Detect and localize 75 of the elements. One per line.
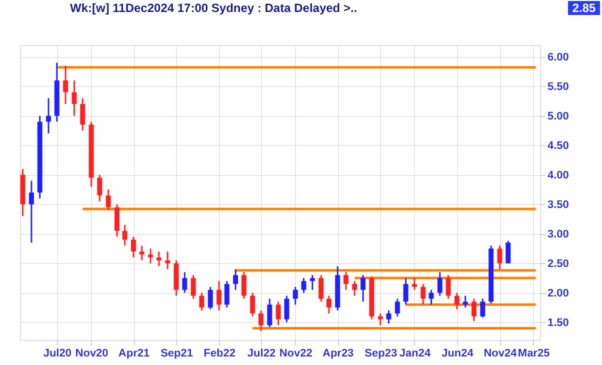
candlestick [403, 277, 408, 306]
candlestick [378, 312, 383, 326]
candlestick [462, 295, 468, 308]
text: 2.85 [572, 1, 596, 15]
candlestick [190, 274, 196, 300]
candlestick [114, 204, 120, 238]
y-tick-label: 3.50 [548, 198, 569, 211]
candlestick [318, 274, 324, 302]
candlestick [420, 283, 426, 306]
candlestick [284, 295, 290, 324]
y-tick-label: 2.00 [548, 287, 569, 300]
candlestick [224, 280, 230, 308]
candlestick [199, 292, 204, 312]
candlestick [28, 180, 34, 244]
candlestick [258, 310, 264, 332]
candlestick [156, 250, 162, 267]
chart-title: Wk:[w] 11Dec2024 17:00 Sydney : Data Delayed >.. [70, 1, 358, 15]
candlestick [233, 268, 238, 291]
y-tick-label: 5.00 [548, 110, 569, 122]
candlestick [301, 277, 306, 294]
x-tick-label: Nov24 [484, 348, 518, 360]
y-tick-label: 1.50 [548, 316, 569, 329]
candlestick [343, 271, 348, 291]
candlestick [216, 280, 222, 312]
candlestick [310, 274, 315, 291]
y-tick-label: 2.50 [548, 258, 569, 270]
x-tick-label: Sep21 [160, 348, 193, 360]
candlestick [208, 286, 213, 310]
x-tick-label: Nov22 [279, 348, 312, 360]
candlestick [122, 224, 128, 246]
candlestick [267, 298, 272, 328]
candlestick [352, 280, 358, 296]
x-tick-label: Jul22 [247, 348, 276, 360]
candlestick [131, 236, 136, 258]
candlestick [72, 80, 77, 117]
candlestick [506, 240, 511, 264]
y-tick-label: 5.50 [548, 80, 569, 93]
candlestick [97, 174, 102, 202]
candlestick [326, 295, 332, 314]
y-tick-label: 3.00 [548, 228, 569, 240]
candlestick [148, 248, 154, 264]
candlestick [80, 97, 86, 132]
x-tick-label: Apr23 [322, 348, 354, 360]
y-tick-label: 6.00 [548, 51, 569, 64]
candlestick [139, 244, 144, 262]
candlestick [437, 271, 442, 296]
x-tick-label: Feb22 [204, 348, 236, 360]
candlestick [360, 274, 366, 302]
candlestick [165, 250, 170, 270]
y-tick-label: 4.00 [548, 169, 569, 182]
x-tick-label: Apr21 [118, 348, 150, 360]
candlestick [182, 271, 188, 294]
candlestick [428, 289, 434, 306]
candlestick [394, 298, 400, 318]
candlestick [46, 97, 52, 134]
x-tick-label: Sep23 [364, 348, 398, 360]
candlestick [454, 292, 460, 310]
candlestick [472, 298, 477, 322]
candlestick [497, 244, 502, 270]
x-tick-label: Jun24 [442, 348, 474, 360]
candlestick [276, 300, 281, 326]
y-tick-label: 4.50 [548, 140, 569, 152]
x-tick-label: Jan24 [399, 348, 432, 360]
candlestick [241, 271, 246, 300]
candlestick [386, 310, 392, 324]
candlestick [446, 274, 451, 300]
candlestick [63, 64, 68, 105]
x-tick-label: Mar25 [518, 348, 550, 360]
candlestick [292, 286, 298, 306]
x-tick-label: Jul20 [43, 348, 72, 360]
x-tick-label: Nov20 [75, 348, 108, 360]
candlestick [106, 188, 111, 211]
candlestick [412, 277, 417, 291]
candlestick [250, 292, 256, 318]
candlestick [480, 298, 486, 318]
